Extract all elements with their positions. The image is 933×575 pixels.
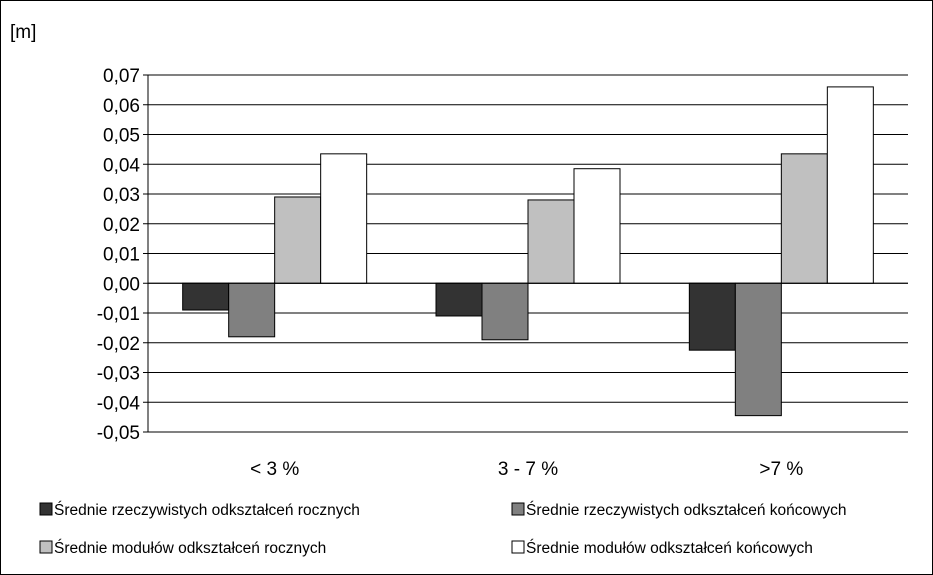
bar: [734, 282, 782, 417]
bar: [826, 86, 874, 284]
y-tick-label: 0,01: [103, 245, 140, 266]
y-tick-label: 0,05: [103, 126, 140, 147]
bar: [228, 282, 276, 338]
x-category-label: >7 %: [759, 459, 803, 480]
bar: [780, 153, 828, 284]
x-category-label: < 3 %: [250, 459, 299, 480]
bar: [274, 196, 322, 284]
x-category-labels: < 3 % 3 - 7 % >7 %: [250, 459, 803, 480]
y-tick-label: 0,03: [103, 185, 140, 206]
bar: [435, 282, 483, 317]
legend: Średnie rzeczywistych odkształceń roczny…: [39, 501, 846, 557]
y-tick-label: 0,02: [103, 215, 140, 236]
y-tick-label: -0,01: [97, 304, 140, 325]
y-tick-label: 0,04: [103, 155, 140, 176]
y-tick-label: 0,07: [103, 66, 140, 87]
y-axis-unit-label: [m]: [10, 22, 36, 43]
legend-label: Średnie rzeczywistych odkształceń końcow…: [526, 501, 846, 519]
bar: [481, 282, 529, 341]
legend-label: Średnie modułów odkształceń rocznych: [54, 539, 326, 557]
legend-label: Średnie modułów odkształceń końcowych: [526, 539, 813, 557]
bar: [527, 199, 575, 284]
y-tick-label: -0,05: [97, 423, 140, 444]
bars: [182, 86, 874, 417]
x-category-label: 3 - 7 %: [498, 459, 558, 480]
y-tick-label: 0,00: [103, 274, 140, 295]
legend-swatch: [39, 540, 53, 554]
bar: [182, 282, 230, 311]
legend-swatch: [511, 502, 525, 516]
bar: [573, 168, 621, 284]
legend-swatch: [39, 502, 53, 516]
y-tick-label: -0,02: [97, 334, 140, 355]
bar: [320, 153, 368, 284]
bar: [688, 282, 736, 351]
legend-label: Średnie rzeczywistych odkształceń roczny…: [54, 501, 360, 519]
axes: [147, 75, 908, 432]
y-tick-label: -0,03: [97, 364, 140, 385]
y-tick-label: 0,06: [103, 96, 140, 117]
y-tick-label: -0,04: [97, 393, 141, 414]
y-tick-labels: -0,05 -0,04 -0,03 -0,02 -0,01 0,00 0,01 0,02 0,0…: [97, 66, 141, 444]
legend-swatch: [511, 540, 525, 554]
